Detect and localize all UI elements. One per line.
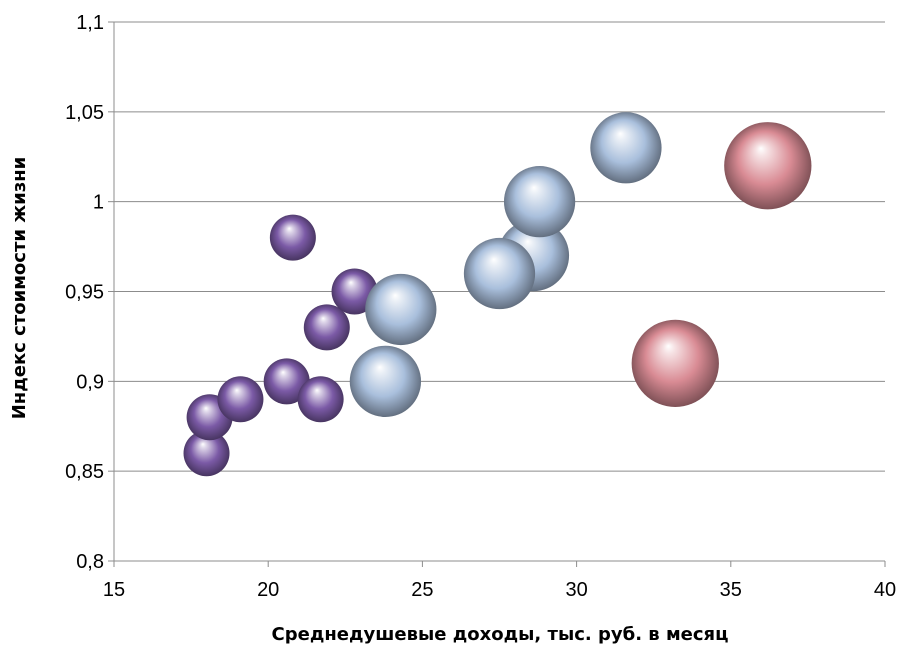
bubble-point — [631, 319, 719, 408]
x-tick-label: 15 — [103, 579, 125, 601]
bubble-point — [590, 112, 662, 184]
bubble-point — [263, 358, 310, 405]
x-tick-label: 40 — [874, 579, 896, 601]
x-tick-label: 35 — [720, 579, 742, 601]
bubble-point — [303, 304, 350, 351]
x-axis-title: Среднедушевые доходы, тыс. руб. в месяц — [272, 624, 729, 645]
x-tick-label: 30 — [565, 579, 587, 601]
y-tick-label: 0,85 — [65, 461, 104, 483]
y-tick-labels: 0,8 0,85 0,9 0,95 1 1,05 1,1 — [65, 12, 114, 573]
bubble-point — [365, 273, 437, 346]
x-tick-labels: 15 20 25 30 35 40 — [103, 561, 896, 601]
bubble-point — [463, 237, 536, 310]
bubbles — [183, 112, 812, 477]
bubble-point — [349, 345, 422, 417]
y-tick-label: 0,95 — [65, 282, 104, 304]
bubble-point — [503, 166, 576, 238]
y-axis-title: Индекс стоимости жизни — [9, 157, 30, 420]
bubble-point — [269, 214, 316, 261]
x-tick-label: 25 — [411, 579, 433, 601]
bubble-point — [724, 122, 812, 210]
y-tick-label: 1,1 — [76, 12, 104, 34]
y-tick-label: 0,8 — [76, 551, 104, 573]
y-tick-label: 1 — [93, 192, 104, 214]
bubble-point — [183, 430, 230, 477]
y-tick-label: 0,9 — [76, 371, 104, 393]
bubble-point — [217, 376, 264, 423]
y-tick-label: 1,05 — [65, 102, 104, 124]
x-tick-label: 20 — [257, 579, 279, 601]
bubble-point — [297, 376, 344, 423]
